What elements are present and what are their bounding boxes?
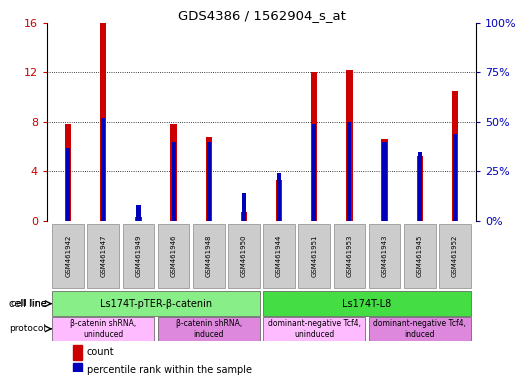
- Bar: [452, 91, 458, 221]
- Bar: [334, 224, 365, 288]
- Bar: [453, 134, 457, 221]
- Text: β-catenin shRNA,
induced: β-catenin shRNA, induced: [176, 319, 242, 339]
- Bar: [416, 156, 423, 221]
- Bar: [135, 217, 142, 221]
- Bar: [73, 346, 82, 360]
- Bar: [381, 139, 388, 221]
- Bar: [137, 205, 141, 221]
- Text: GSM461948: GSM461948: [206, 235, 212, 277]
- Text: protocol: protocol: [9, 324, 47, 333]
- Text: GSM461942: GSM461942: [65, 235, 71, 277]
- Bar: [439, 224, 471, 288]
- Text: GSM461947: GSM461947: [100, 235, 106, 277]
- Bar: [52, 224, 84, 288]
- Bar: [242, 193, 246, 221]
- Bar: [65, 124, 71, 221]
- Text: GSM461950: GSM461950: [241, 235, 247, 277]
- Text: GSM461943: GSM461943: [382, 235, 388, 277]
- Bar: [382, 142, 386, 221]
- Bar: [158, 317, 260, 341]
- Text: GSM461946: GSM461946: [170, 235, 177, 277]
- Text: Ls174T-pTER-β-catenin: Ls174T-pTER-β-catenin: [100, 299, 212, 309]
- Bar: [228, 224, 260, 288]
- Bar: [263, 224, 295, 288]
- Text: cell line: cell line: [8, 299, 47, 309]
- Text: GSM461949: GSM461949: [135, 235, 141, 277]
- Text: Ls174T-L8: Ls174T-L8: [343, 299, 392, 309]
- Bar: [73, 363, 82, 377]
- Text: GSM461952: GSM461952: [452, 235, 458, 277]
- Bar: [193, 224, 224, 288]
- Text: dominant-negative Tcf4,
induced: dominant-negative Tcf4, induced: [373, 319, 466, 339]
- Bar: [369, 317, 471, 341]
- Bar: [346, 70, 353, 221]
- Bar: [369, 224, 400, 288]
- Bar: [100, 23, 107, 221]
- Text: cell line: cell line: [11, 299, 47, 308]
- Bar: [66, 147, 70, 221]
- Bar: [101, 118, 106, 221]
- Text: β-catenin shRNA,
uninduced: β-catenin shRNA, uninduced: [70, 319, 137, 339]
- Bar: [299, 224, 330, 288]
- Bar: [87, 224, 119, 288]
- Text: count: count: [87, 348, 115, 358]
- Title: GDS4386 / 1562904_s_at: GDS4386 / 1562904_s_at: [178, 9, 345, 22]
- Bar: [241, 212, 247, 221]
- Bar: [347, 122, 351, 221]
- Bar: [404, 224, 436, 288]
- Text: GSM461953: GSM461953: [346, 235, 353, 277]
- Bar: [52, 291, 260, 316]
- Bar: [158, 224, 189, 288]
- Bar: [172, 142, 176, 221]
- Bar: [263, 317, 365, 341]
- Text: percentile rank within the sample: percentile rank within the sample: [87, 365, 252, 375]
- Bar: [123, 224, 154, 288]
- Bar: [207, 142, 211, 221]
- Bar: [311, 73, 317, 221]
- Bar: [312, 124, 316, 221]
- Bar: [276, 180, 282, 221]
- Text: GSM461944: GSM461944: [276, 235, 282, 277]
- Bar: [417, 152, 422, 221]
- Bar: [170, 124, 177, 221]
- Text: dominant-negative Tcf4,
uninduced: dominant-negative Tcf4, uninduced: [268, 319, 361, 339]
- Bar: [52, 317, 154, 341]
- Bar: [263, 291, 471, 316]
- Bar: [206, 137, 212, 221]
- Text: GSM461951: GSM461951: [311, 235, 317, 277]
- Text: GSM461945: GSM461945: [417, 235, 423, 277]
- Bar: [277, 173, 281, 221]
